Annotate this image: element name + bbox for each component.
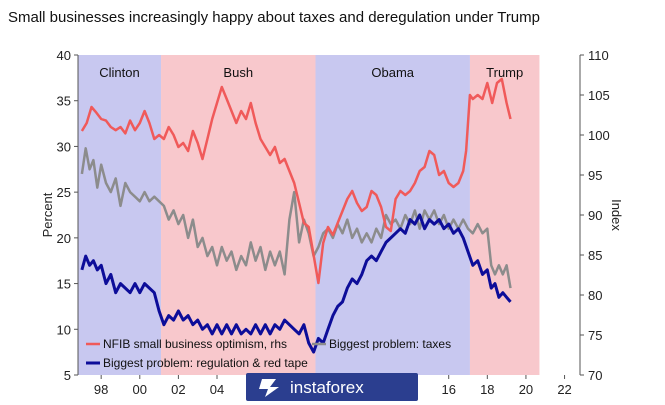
y-right-tick-label: 90 <box>588 208 602 223</box>
y-right-tick-label: 80 <box>588 288 602 303</box>
y-left-tick-label: 20 <box>57 231 71 246</box>
legend-label: Biggest problem: regulation & red tape <box>103 356 308 370</box>
chart-title: Small businesses increasingly happy abou… <box>8 9 540 26</box>
era-label-trump: Trump <box>486 65 523 80</box>
y-left-tick-label: 40 <box>57 48 71 63</box>
series-layer <box>80 77 512 354</box>
legend: NFIB small business optimism, rhs Biggest… <box>86 337 451 370</box>
y-right-tick-label: 110 <box>588 48 609 63</box>
watermark-background <box>246 373 418 401</box>
x-tick-label: 18 <box>480 382 494 397</box>
x-tick-label: 98 <box>94 382 108 397</box>
y-axis-left-label: Percent <box>40 192 55 237</box>
era-label-clinton: Clinton <box>99 65 139 80</box>
y-left-tick-label: 15 <box>57 277 71 292</box>
legend-label: Biggest problem: taxes <box>329 337 451 351</box>
watermark-text: instaforex <box>290 378 364 397</box>
series-line-regulation <box>80 213 512 354</box>
y-left-tick-label: 10 <box>57 322 71 337</box>
x-tick-label: 04 <box>210 382 224 397</box>
y-right-tick-label: 85 <box>588 248 602 263</box>
era-label-bush: Bush <box>223 65 253 80</box>
y-right-tick-label: 75 <box>588 328 602 343</box>
y-left-tick-label: 25 <box>57 185 71 200</box>
y-axis-right-label: Index <box>609 199 624 231</box>
y-left-tick-label: 35 <box>57 94 71 109</box>
x-tick-label: 16 <box>441 382 455 397</box>
x-tick-label: 02 <box>171 382 185 397</box>
era-label-obama: Obama <box>371 65 414 80</box>
legend-label: NFIB small business optimism, rhs <box>103 337 287 351</box>
x-tick-label: 22 <box>557 382 571 397</box>
y-left-tick-label: 30 <box>57 139 71 154</box>
series-line-taxes <box>80 147 512 289</box>
era-band-clinton <box>78 55 162 375</box>
y-right-tick-label: 95 <box>588 168 602 183</box>
watermark: instaforex <box>246 373 418 401</box>
y-left-tick-label: 5 <box>64 368 71 383</box>
era-band-trump <box>469 55 540 375</box>
x-tick-label: 00 <box>133 382 147 397</box>
y-right-tick-label: 105 <box>588 88 610 103</box>
y-right-tick-label: 100 <box>588 128 610 143</box>
series-line-optimism <box>80 77 512 285</box>
y-right-tick-label: 70 <box>588 368 602 383</box>
watermark-logo-icon <box>259 379 279 397</box>
x-tick-label: 20 <box>519 382 533 397</box>
